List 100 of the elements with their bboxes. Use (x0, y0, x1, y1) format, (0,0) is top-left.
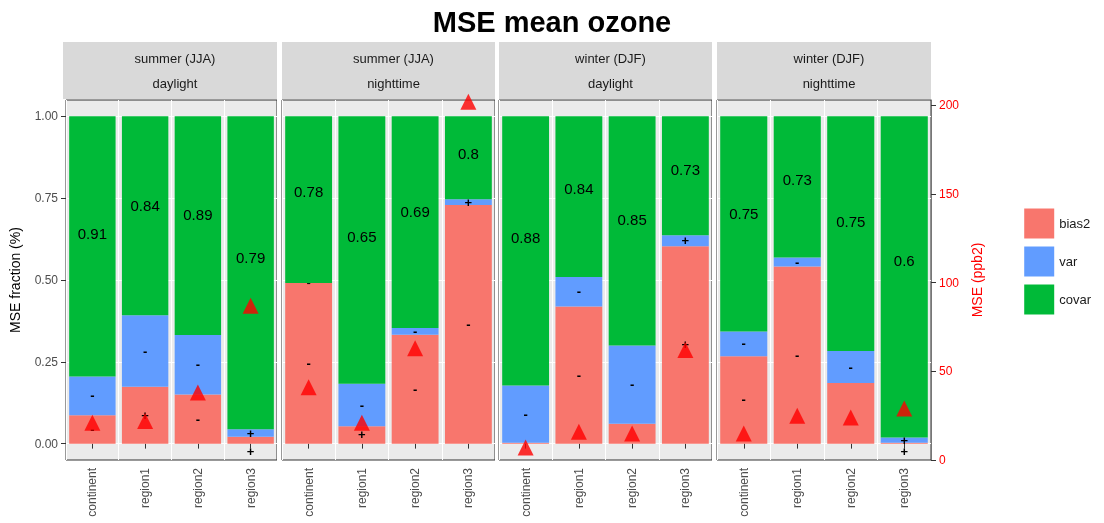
point (242, 297, 259, 314)
bar (444, 199, 492, 206)
data-label: - (90, 421, 95, 437)
data-label: - (576, 367, 582, 383)
data-label: + (358, 427, 367, 443)
legend-label: bias2 (1059, 216, 1091, 231)
annotation: 0.91 (77, 224, 107, 242)
x-tick-label: region3 (461, 467, 476, 509)
bar (444, 116, 492, 200)
bar (608, 345, 656, 424)
bar (555, 306, 603, 444)
data-label: - (576, 284, 582, 300)
annotation: 0.85 (617, 210, 647, 228)
bar (69, 116, 116, 377)
x-tick-label: region2 (843, 467, 858, 509)
data-label: - (142, 343, 148, 359)
bar (174, 116, 222, 335)
bar (227, 429, 274, 437)
point (570, 423, 587, 440)
annotation: 0.69 (400, 203, 430, 221)
chart-subtitle: nighttime (802, 76, 856, 91)
bar (720, 331, 768, 357)
bar (391, 116, 439, 329)
bar (391, 334, 439, 444)
y-tick-label: 1.00 (34, 109, 59, 124)
y2-tick-label: 150 (939, 186, 960, 201)
data-label: - (90, 388, 95, 404)
bar (285, 116, 333, 283)
x-tick-label: region3 (897, 467, 912, 509)
chart-title: summer (JJA) (134, 51, 216, 66)
point (517, 439, 534, 456)
bar (174, 334, 222, 395)
bar (121, 116, 169, 316)
y2-tick-label: 100 (939, 275, 960, 290)
annotation: 0.75 (836, 213, 866, 231)
data-label: - (412, 323, 418, 339)
bar (827, 351, 875, 384)
point (896, 400, 913, 417)
bar (880, 437, 928, 443)
bar (502, 116, 550, 386)
bar (661, 116, 709, 236)
point (353, 414, 370, 431)
y2-axis-title: MSE (ppb2) (968, 242, 985, 318)
bar (69, 376, 116, 416)
annotation: 0.6 (893, 252, 915, 270)
data-label: - (741, 336, 746, 352)
bar (227, 116, 274, 430)
data-label: - (195, 357, 201, 373)
annotation: 0.65 (347, 228, 377, 246)
bar (444, 205, 492, 444)
x-tick-label: continent (518, 467, 533, 517)
data-label: - (466, 316, 471, 332)
x-tick-label: region1 (354, 467, 369, 509)
text: MSE mean ozone (431, 6, 673, 39)
bar (338, 383, 386, 427)
y2-tick-label: 0 (939, 453, 946, 467)
bar (391, 328, 439, 335)
annotation: 0.88 (511, 228, 541, 246)
x-tick-label: region3 (243, 467, 258, 509)
bar (555, 116, 603, 278)
bar (773, 257, 821, 267)
chart-subtitle: daylight (152, 76, 198, 91)
chart-title: winter (DJF) (574, 51, 646, 66)
y2-tick-label: 50 (939, 364, 953, 379)
point (735, 425, 752, 442)
legend-label: var (1059, 254, 1078, 269)
data-label: + (246, 425, 255, 441)
data-label: - (412, 381, 418, 397)
data-label: - (195, 411, 201, 427)
bar (555, 277, 603, 307)
annotation: 0.8 (457, 145, 479, 163)
y2-tick-label: 200 (939, 98, 960, 113)
data-label: - (306, 355, 311, 371)
annotation: 0.78 (294, 182, 324, 200)
data-label: - (848, 359, 853, 375)
y-tick-label: 0.00 (34, 436, 59, 451)
bar (285, 282, 333, 444)
y-tick-label: 0.25 (34, 354, 59, 369)
x-tick-label: region1 (790, 467, 805, 509)
bar (227, 436, 274, 444)
point (789, 407, 806, 424)
y-tick-label: 0.50 (34, 273, 59, 287)
chart-subtitle: nighttime (367, 76, 420, 91)
data-label: + (681, 233, 690, 249)
chart-title: summer (JJA) (353, 51, 434, 66)
point (300, 379, 317, 396)
point (189, 384, 206, 401)
annotation: 0.84 (564, 180, 594, 198)
x-tick-label: region2 (190, 467, 205, 509)
legend-label: covar (1059, 292, 1092, 307)
data-label: + (900, 443, 909, 459)
x-tick-label: continent (301, 467, 316, 517)
data-label: + (246, 443, 255, 459)
data-label: - (359, 397, 365, 413)
annotation: 0.89 (183, 206, 213, 224)
bar (827, 383, 875, 444)
x-tick-label: continent (736, 467, 751, 517)
bar (69, 415, 116, 444)
x-tick-label: region1 (571, 467, 586, 509)
annotation: 0.79 (236, 248, 266, 266)
